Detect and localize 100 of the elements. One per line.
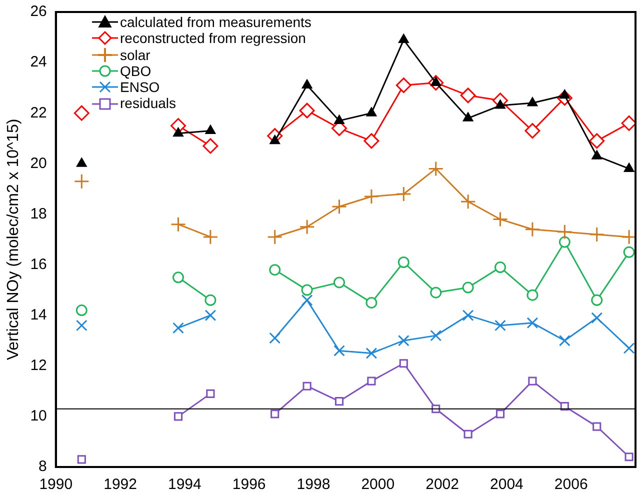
point <box>301 294 313 306</box>
legend-label: reconstructed from regression <box>120 30 306 47</box>
point <box>206 389 215 398</box>
point <box>528 376 537 386</box>
point <box>396 78 412 94</box>
point <box>334 114 344 124</box>
point <box>494 262 506 274</box>
point <box>398 34 409 44</box>
point <box>202 229 218 245</box>
point <box>526 317 538 329</box>
point <box>527 97 538 106</box>
point <box>174 412 183 421</box>
point <box>204 310 216 322</box>
point <box>556 224 572 240</box>
point <box>204 294 216 306</box>
x-tick-label: 2004 <box>490 476 524 494</box>
point <box>621 115 636 131</box>
point <box>302 382 312 390</box>
point <box>74 174 90 190</box>
y-tick-label: 22 <box>30 104 47 122</box>
point <box>364 188 380 204</box>
point <box>624 452 634 462</box>
x-tick-label: 1990 <box>39 476 73 494</box>
point <box>299 102 315 118</box>
point <box>623 342 635 354</box>
x-tick-label: 1994 <box>168 476 202 494</box>
point <box>269 264 281 276</box>
point <box>623 246 635 258</box>
point <box>398 256 410 268</box>
point <box>526 289 538 301</box>
point <box>399 359 408 368</box>
point <box>492 212 508 228</box>
point <box>524 123 540 139</box>
point <box>591 294 603 306</box>
point <box>494 320 506 332</box>
point <box>334 276 345 288</box>
legend-label: QBO <box>120 62 152 80</box>
point <box>621 229 636 245</box>
point <box>172 272 184 284</box>
point <box>334 396 344 406</box>
x-tick-label: 2006 <box>554 476 588 494</box>
point <box>398 334 410 346</box>
point <box>524 222 540 238</box>
x-tick-label: 2000 <box>361 476 395 494</box>
x-tick-label: 2002 <box>426 476 459 494</box>
point <box>302 80 312 89</box>
point <box>364 133 380 149</box>
point <box>366 348 378 359</box>
x-tick-label: 1996 <box>232 476 266 494</box>
y-tick-label: 20 <box>30 154 47 172</box>
point <box>589 133 605 149</box>
point <box>558 236 570 248</box>
point <box>462 310 474 322</box>
y-tick-label: 18 <box>30 205 47 222</box>
legend-label: calculated from measurements <box>120 14 312 30</box>
point <box>270 410 280 418</box>
point <box>460 88 476 104</box>
point <box>495 100 506 109</box>
legend-label: residuals <box>120 95 176 112</box>
y-tick-label: 26 <box>30 3 47 20</box>
point <box>462 282 474 294</box>
point <box>334 345 345 356</box>
point <box>558 334 570 346</box>
point <box>267 229 283 245</box>
point <box>172 322 184 334</box>
point <box>299 219 315 235</box>
point <box>496 410 505 418</box>
legend-label: solar <box>120 46 150 63</box>
point <box>270 135 280 144</box>
y-axis-title: Vertical NOy (molec/cm2 x 10^15) <box>5 118 22 360</box>
point <box>462 112 474 122</box>
point <box>170 216 186 232</box>
point <box>591 312 603 324</box>
legend-label: ENSO <box>120 79 160 96</box>
point <box>205 125 216 134</box>
point <box>76 304 88 316</box>
y-tick-label: 24 <box>30 54 47 71</box>
x-tick-label: 1998 <box>296 476 330 494</box>
point <box>624 162 634 172</box>
x-tick-label: 1992 <box>104 476 137 494</box>
point <box>592 150 602 160</box>
point <box>366 296 378 308</box>
point <box>269 332 281 344</box>
point <box>77 455 86 464</box>
y-tick-label: 8 <box>38 458 47 476</box>
point <box>592 422 602 431</box>
point <box>301 284 313 296</box>
point <box>332 198 347 214</box>
point <box>76 320 88 332</box>
y-tick-label: 14 <box>30 306 47 324</box>
point <box>74 105 90 121</box>
point <box>202 138 218 154</box>
point <box>589 226 605 242</box>
y-tick-label: 10 <box>30 408 47 425</box>
point <box>430 330 442 342</box>
point <box>464 430 472 438</box>
point <box>428 160 444 176</box>
point <box>173 128 184 137</box>
point <box>460 194 476 210</box>
point <box>367 376 376 386</box>
